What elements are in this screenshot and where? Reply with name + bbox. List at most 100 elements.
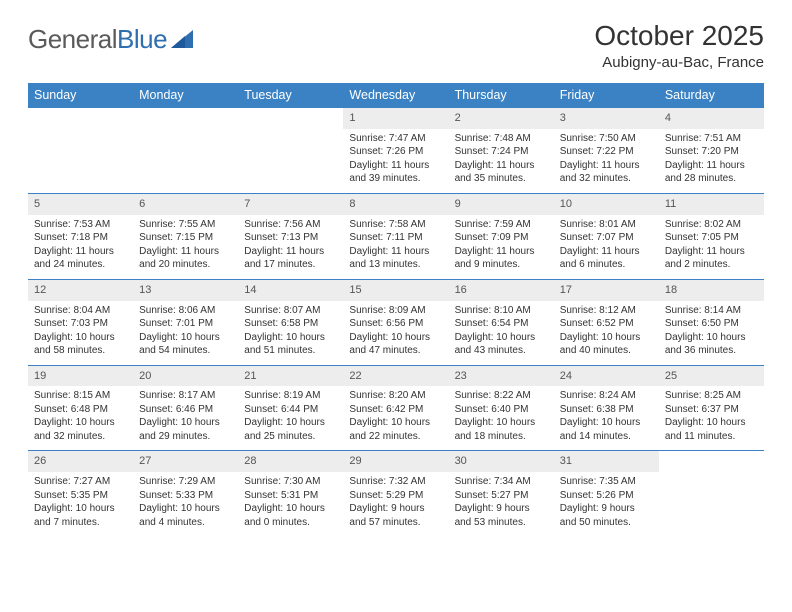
sunset-text: Sunset: 7:24 PM [455, 145, 548, 159]
sunset-text: Sunset: 6:40 PM [455, 403, 548, 417]
day-data: Sunrise: 8:14 AMSunset: 6:50 PMDaylight:… [659, 301, 764, 365]
day-data: Sunrise: 7:30 AMSunset: 5:31 PMDaylight:… [238, 472, 343, 536]
sunset-text: Sunset: 5:35 PM [34, 489, 127, 503]
daylight-text: Daylight: 10 hours and 40 minutes. [560, 331, 653, 358]
day-cell [659, 450, 764, 536]
sunset-text: Sunset: 7:11 PM [349, 231, 442, 245]
day-number: 9 [449, 194, 554, 215]
sunrise-text: Sunrise: 7:53 AM [34, 218, 127, 232]
sunset-text: Sunset: 7:03 PM [34, 317, 127, 331]
day-cell: 31Sunrise: 7:35 AMSunset: 5:26 PMDayligh… [554, 450, 659, 536]
daylight-text: Daylight: 11 hours and 13 minutes. [349, 245, 442, 272]
sunrise-text: Sunrise: 8:15 AM [34, 389, 127, 403]
day-number: 18 [659, 280, 764, 301]
sunrise-text: Sunrise: 7:50 AM [560, 132, 653, 146]
day-number: 20 [133, 366, 238, 387]
day-number: 30 [449, 451, 554, 472]
sunrise-text: Sunrise: 7:27 AM [34, 475, 127, 489]
logo-text-1: General [28, 24, 117, 55]
day-number: 5 [28, 194, 133, 215]
sunset-text: Sunset: 6:50 PM [665, 317, 758, 331]
week-row: 5Sunrise: 7:53 AMSunset: 7:18 PMDaylight… [28, 193, 764, 279]
day-data: Sunrise: 7:58 AMSunset: 7:11 PMDaylight:… [343, 215, 448, 279]
day-cell: 25Sunrise: 8:25 AMSunset: 6:37 PMDayligh… [659, 365, 764, 451]
sunrise-text: Sunrise: 8:10 AM [455, 304, 548, 318]
day-number: 19 [28, 366, 133, 387]
daylight-text: Daylight: 11 hours and 32 minutes. [560, 159, 653, 186]
day-data: Sunrise: 8:25 AMSunset: 6:37 PMDaylight:… [659, 386, 764, 450]
day-cell: 29Sunrise: 7:32 AMSunset: 5:29 PMDayligh… [343, 450, 448, 536]
month-title: October 2025 [594, 20, 764, 52]
sunrise-text: Sunrise: 8:12 AM [560, 304, 653, 318]
sunset-text: Sunset: 5:26 PM [560, 489, 653, 503]
sunrise-text: Sunrise: 8:04 AM [34, 304, 127, 318]
daylight-text: Daylight: 9 hours and 50 minutes. [560, 502, 653, 529]
daylight-text: Daylight: 10 hours and 58 minutes. [34, 331, 127, 358]
day-number: 17 [554, 280, 659, 301]
day-cell: 30Sunrise: 7:34 AMSunset: 5:27 PMDayligh… [449, 450, 554, 536]
sunset-text: Sunset: 6:38 PM [560, 403, 653, 417]
sunrise-text: Sunrise: 8:14 AM [665, 304, 758, 318]
daylight-text: Daylight: 10 hours and 7 minutes. [34, 502, 127, 529]
day-cell: 15Sunrise: 8:09 AMSunset: 6:56 PMDayligh… [343, 279, 448, 365]
day-cell: 22Sunrise: 8:20 AMSunset: 6:42 PMDayligh… [343, 365, 448, 451]
day-number: 7 [238, 194, 343, 215]
logo-mark-icon [171, 24, 193, 55]
daylight-text: Daylight: 10 hours and 4 minutes. [139, 502, 232, 529]
day-data: Sunrise: 7:55 AMSunset: 7:15 PMDaylight:… [133, 215, 238, 279]
weekday-header: Thursday [449, 83, 554, 107]
day-number: 29 [343, 451, 448, 472]
day-data: Sunrise: 7:53 AMSunset: 7:18 PMDaylight:… [28, 215, 133, 279]
day-data: Sunrise: 7:48 AMSunset: 7:24 PMDaylight:… [449, 129, 554, 193]
sunset-text: Sunset: 7:07 PM [560, 231, 653, 245]
sunrise-text: Sunrise: 7:32 AM [349, 475, 442, 489]
sunrise-text: Sunrise: 8:02 AM [665, 218, 758, 232]
day-cell: 11Sunrise: 8:02 AMSunset: 7:05 PMDayligh… [659, 193, 764, 279]
day-data: Sunrise: 8:12 AMSunset: 6:52 PMDaylight:… [554, 301, 659, 365]
sunrise-text: Sunrise: 8:22 AM [455, 389, 548, 403]
sunset-text: Sunset: 6:48 PM [34, 403, 127, 417]
calendar-table: Sunday Monday Tuesday Wednesday Thursday… [28, 83, 764, 536]
day-number: 4 [659, 108, 764, 129]
day-number [238, 108, 343, 129]
sunset-text: Sunset: 7:20 PM [665, 145, 758, 159]
day-cell [28, 107, 133, 193]
sunset-text: Sunset: 7:26 PM [349, 145, 442, 159]
sunrise-text: Sunrise: 8:19 AM [244, 389, 337, 403]
sunrise-text: Sunrise: 7:58 AM [349, 218, 442, 232]
day-cell: 24Sunrise: 8:24 AMSunset: 6:38 PMDayligh… [554, 365, 659, 451]
sunset-text: Sunset: 7:18 PM [34, 231, 127, 245]
day-cell: 5Sunrise: 7:53 AMSunset: 7:18 PMDaylight… [28, 193, 133, 279]
daylight-text: Daylight: 11 hours and 17 minutes. [244, 245, 337, 272]
day-number: 27 [133, 451, 238, 472]
day-number: 24 [554, 366, 659, 387]
weekday-header: Wednesday [343, 83, 448, 107]
daylight-text: Daylight: 11 hours and 9 minutes. [455, 245, 548, 272]
day-data: Sunrise: 7:59 AMSunset: 7:09 PMDaylight:… [449, 215, 554, 279]
sunset-text: Sunset: 7:01 PM [139, 317, 232, 331]
sunrise-text: Sunrise: 8:17 AM [139, 389, 232, 403]
sunrise-text: Sunrise: 7:56 AM [244, 218, 337, 232]
sunset-text: Sunset: 6:37 PM [665, 403, 758, 417]
day-cell: 28Sunrise: 7:30 AMSunset: 5:31 PMDayligh… [238, 450, 343, 536]
day-cell: 12Sunrise: 8:04 AMSunset: 7:03 PMDayligh… [28, 279, 133, 365]
day-cell: 10Sunrise: 8:01 AMSunset: 7:07 PMDayligh… [554, 193, 659, 279]
day-number: 26 [28, 451, 133, 472]
daylight-text: Daylight: 11 hours and 24 minutes. [34, 245, 127, 272]
sunrise-text: Sunrise: 7:55 AM [139, 218, 232, 232]
week-row: 1Sunrise: 7:47 AMSunset: 7:26 PMDaylight… [28, 107, 764, 193]
sunrise-text: Sunrise: 7:35 AM [560, 475, 653, 489]
daylight-text: Daylight: 10 hours and 43 minutes. [455, 331, 548, 358]
day-data: Sunrise: 7:51 AMSunset: 7:20 PMDaylight:… [659, 129, 764, 193]
day-number: 22 [343, 366, 448, 387]
day-cell: 27Sunrise: 7:29 AMSunset: 5:33 PMDayligh… [133, 450, 238, 536]
sunset-text: Sunset: 6:56 PM [349, 317, 442, 331]
daylight-text: Daylight: 10 hours and 54 minutes. [139, 331, 232, 358]
daylight-text: Daylight: 10 hours and 47 minutes. [349, 331, 442, 358]
daylight-text: Daylight: 10 hours and 32 minutes. [34, 416, 127, 443]
day-data [28, 129, 133, 189]
day-data: Sunrise: 7:50 AMSunset: 7:22 PMDaylight:… [554, 129, 659, 193]
day-cell: 26 Sunrise: 7:27 AMSunset: 5:35 PMDayligh… [28, 450, 133, 536]
sunset-text: Sunset: 6:46 PM [139, 403, 232, 417]
day-number: 28 [238, 451, 343, 472]
